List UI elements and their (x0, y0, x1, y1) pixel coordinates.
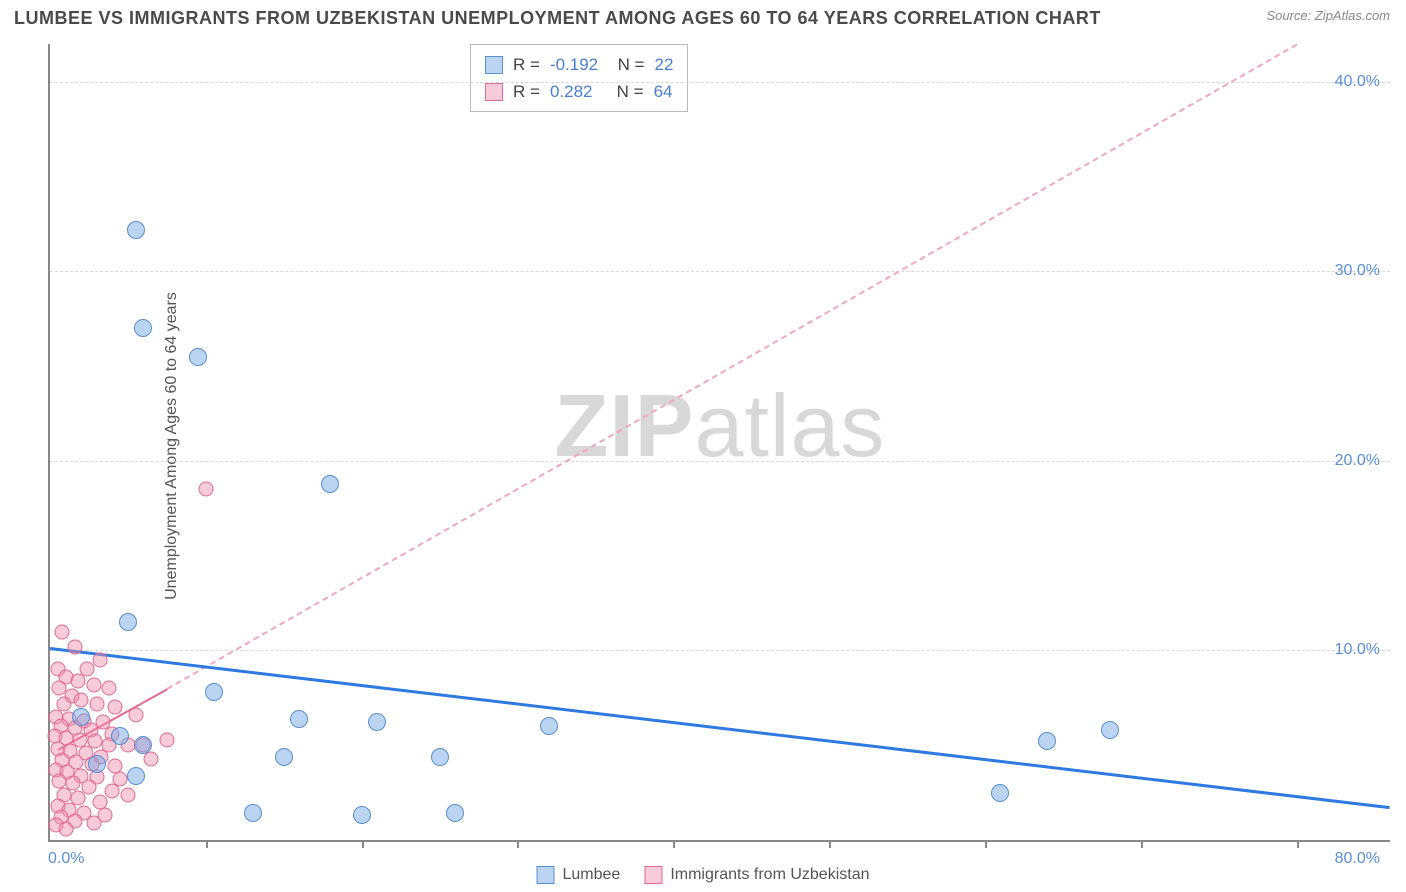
x-tick (1297, 840, 1299, 848)
stats-row-lumbee: R = -0.192 N = 22 (485, 51, 673, 78)
x-tick (1141, 840, 1143, 848)
data-point-pink (89, 696, 104, 711)
data-point-blue (991, 784, 1009, 802)
data-point-pink (128, 707, 143, 722)
data-point-blue (540, 717, 558, 735)
trend-line-blue (50, 647, 1390, 809)
data-point-blue (127, 221, 145, 239)
y-tick-label: 40.0% (1335, 73, 1380, 91)
stats-legend-box: R = -0.192 N = 22 R = 0.282 N = 64 (470, 44, 688, 112)
data-point-pink (55, 624, 70, 639)
gridline-horizontal (50, 82, 1390, 83)
data-point-pink (81, 779, 96, 794)
data-point-pink (86, 677, 101, 692)
gridline-horizontal (50, 271, 1390, 272)
data-point-blue (431, 748, 449, 766)
data-point-blue (134, 736, 152, 754)
trend-line-pink-dashed (166, 44, 1297, 690)
data-point-blue (119, 613, 137, 631)
stat-label: R = (513, 51, 540, 78)
data-point-blue (368, 713, 386, 731)
data-point-blue (275, 748, 293, 766)
x-tick (829, 840, 831, 848)
data-point-pink (74, 692, 89, 707)
data-point-blue (290, 710, 308, 728)
y-tick-label: 10.0% (1335, 641, 1380, 659)
x-end-label: 80.0% (1335, 850, 1380, 868)
source-credit: Source: ZipAtlas.com (1266, 8, 1390, 23)
y-tick-label: 20.0% (1335, 452, 1380, 470)
legend-label: Lumbee (563, 866, 621, 884)
series-legend: Lumbee Immigrants from Uzbekistan (537, 866, 870, 884)
x-tick (673, 840, 675, 848)
chart-title: LUMBEE VS IMMIGRANTS FROM UZBEKISTAN UNE… (14, 8, 1101, 29)
data-point-blue (127, 767, 145, 785)
data-point-pink (113, 772, 128, 787)
data-point-blue (353, 806, 371, 824)
legend-item-lumbee: Lumbee (537, 866, 621, 884)
data-point-blue (189, 348, 207, 366)
square-icon (485, 83, 503, 101)
x-tick (985, 840, 987, 848)
data-point-pink (92, 652, 107, 667)
data-point-pink (71, 673, 86, 688)
data-point-blue (244, 804, 262, 822)
data-point-blue (205, 683, 223, 701)
data-point-pink (108, 700, 123, 715)
data-point-pink (58, 821, 73, 836)
x-tick (517, 840, 519, 848)
stat-n-value: 22 (655, 51, 674, 78)
data-point-pink (120, 787, 135, 802)
square-icon (485, 56, 503, 74)
x-tick (362, 840, 364, 848)
square-icon (644, 866, 662, 884)
data-point-blue (321, 475, 339, 493)
data-point-blue (88, 755, 106, 773)
data-point-pink (159, 732, 174, 747)
data-point-blue (111, 727, 129, 745)
legend-label: Immigrants from Uzbekistan (670, 866, 869, 884)
stat-label: N = (608, 51, 644, 78)
y-tick-label: 30.0% (1335, 262, 1380, 280)
gridline-horizontal (50, 461, 1390, 462)
data-point-blue (1038, 732, 1056, 750)
data-point-pink (102, 681, 117, 696)
square-icon (537, 866, 555, 884)
data-point-blue (1101, 721, 1119, 739)
data-point-pink (198, 482, 213, 497)
data-point-blue (72, 708, 90, 726)
axis-origin-label: 0.0% (48, 850, 84, 868)
data-point-blue (134, 319, 152, 337)
data-point-pink (86, 815, 101, 830)
legend-item-uzbekistan: Immigrants from Uzbekistan (644, 866, 869, 884)
data-point-pink (67, 639, 82, 654)
scatter-chart: ZIPatlas R = -0.192 N = 22 R = 0.282 N =… (48, 44, 1390, 842)
stat-r-value: -0.192 (550, 51, 598, 78)
data-point-blue (446, 804, 464, 822)
x-tick (206, 840, 208, 848)
gridline-horizontal (50, 650, 1390, 651)
